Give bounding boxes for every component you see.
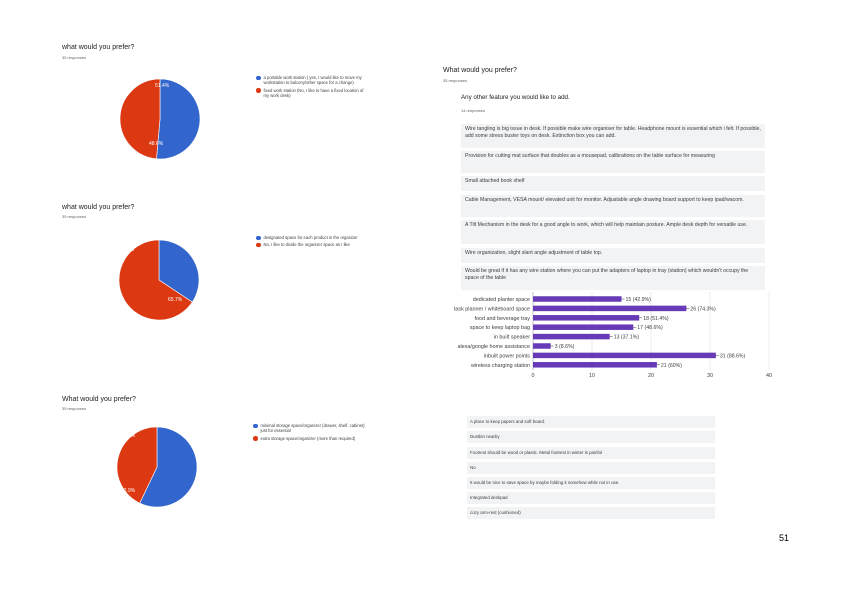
legend-label: designated space for each product in the…: [263, 235, 358, 240]
answer-card: Wire tangling is big issue in desk. If p…: [461, 124, 765, 148]
pie1-responses: 35 responses: [62, 55, 87, 60]
legend-label: No, I like to divide the organizer space…: [263, 242, 350, 248]
bar: [533, 296, 622, 302]
pie-slice-label: 42.9%: [121, 488, 136, 494]
x-tick-label: 20: [648, 373, 654, 379]
pie2-responses: 35 responses: [62, 214, 87, 219]
legend-label: extra storage space/organizer (more than…: [260, 435, 356, 441]
x-tick-label: 0: [532, 373, 535, 379]
legend-dot: [256, 75, 261, 80]
pie-slice: [139, 426, 198, 508]
bar-category-label: inbuilt power points: [484, 353, 530, 359]
answer-card: Integrated deskpad: [467, 492, 715, 504]
legend-label: a portable work station ( yes, I would l…: [263, 75, 362, 86]
legend-dot: [256, 242, 261, 248]
feature-question-responses: 14 responses: [461, 108, 486, 113]
answer-card: No: [467, 462, 715, 474]
bar: [533, 352, 716, 359]
bar-chart: dedicated planter space 15 (42.9%) task pl…: [454, 292, 772, 379]
answer-card: Footrest should be wood or plastic. Meta…: [467, 447, 715, 459]
legend-item[interactable]: extra storage space/organizer (more than…: [253, 436, 365, 441]
pie-slice-label: 65.7%: [168, 297, 183, 303]
answer-card: Small attached book shelf: [461, 176, 765, 191]
bar-value-label: 3 (8.6%): [555, 344, 575, 350]
pie-slice: [119, 78, 161, 160]
bar: [533, 343, 551, 349]
legend-dot: [256, 235, 261, 240]
pie2-title: what would you prefer?: [62, 204, 135, 211]
bar: [533, 315, 640, 321]
bar-category-label: food and beverage tray: [475, 316, 531, 322]
pie2-legend: designated space for each product in the…: [256, 235, 366, 250]
bar: [533, 305, 687, 312]
bar-category-label: wireless charging station: [470, 363, 530, 369]
legend-item[interactable]: fixed work station (No, I like to have a…: [256, 88, 366, 99]
legend-dot: [256, 88, 261, 93]
legend-item[interactable]: minimal storage space/organizer (drawer,…: [253, 423, 365, 434]
bar-category-label: alexa/google home assistance: [457, 344, 530, 350]
legend-item[interactable]: a portable work station ( yes, I would l…: [256, 75, 366, 86]
page-number: 51: [779, 533, 790, 543]
answer-card: It would be nice to save space by maybe …: [467, 477, 715, 489]
right-question-responses: 35 responses: [443, 78, 468, 83]
bar-category-label: dedicated planter space: [473, 297, 530, 303]
answer-card: A place to keep papers and soft board.: [467, 416, 715, 428]
feature-question-title: Any other feature you would like to add.: [461, 94, 570, 101]
answer-card: Would be great if it has any wire statio…: [461, 266, 765, 290]
legend-label: fixed work station (No, I like to have a…: [263, 87, 364, 99]
pie-slice: [116, 426, 158, 504]
x-tick-label: 40: [766, 373, 772, 379]
pie-slice: [156, 78, 201, 160]
bar: [533, 362, 657, 368]
answer-card: Dustbin nearby: [467, 431, 715, 443]
legend-item[interactable]: No, I like to divide the organizer space…: [256, 242, 366, 248]
pie-slice-label: 51.4%: [155, 83, 170, 89]
pie-slice: [118, 239, 193, 321]
answer-card: Provision for cutting mat surface that d…: [461, 151, 765, 173]
pie1-title: what would you prefer?: [62, 44, 135, 51]
answer-card: Cable Management, VESA mount/ elevated u…: [461, 195, 765, 217]
bar-value-label: 31 (88.6%): [720, 353, 746, 359]
bar-value-label: 21 (60%): [661, 363, 682, 369]
pie1-legend: a portable work station ( yes, I would l…: [256, 75, 366, 101]
pie-chart-1: 48.6% 51.4%: [119, 78, 201, 160]
legend-dot: [253, 436, 258, 441]
pie3-legend: minimal storage space/organizer (drawer,…: [253, 423, 365, 443]
bar-value-label: 18 (51.4%): [643, 316, 669, 322]
bar-value-label: 15 (42.9%): [626, 297, 652, 303]
bar: [533, 324, 634, 330]
bar-value-label: 26 (74.3%): [690, 306, 716, 312]
pie-chart-2: 65.7% 34.3%: [118, 239, 200, 321]
right-question-title: What would you prefer?: [443, 67, 517, 74]
legend-item[interactable]: designated space for each product in the…: [256, 235, 366, 240]
legend-label: minimal storage space/organizer (drawer,…: [260, 423, 365, 434]
legend-dot: [253, 423, 258, 428]
pie3-responses: 35 responses: [62, 406, 87, 411]
answer-card: cozy arm-rest (cushioned): [467, 507, 715, 519]
pie-slice-label: 57.1%: [121, 433, 136, 439]
x-tick-label: 30: [707, 373, 713, 379]
bar-value-label: 13 (37.1%): [614, 335, 640, 341]
x-tick-label: 10: [589, 373, 595, 379]
bar-category-label: space to keep laptop bag: [470, 325, 530, 331]
bar: [533, 333, 610, 340]
bar-category-label: in built speaker: [494, 335, 530, 341]
bar-value-label: 17 (48.6%): [637, 325, 663, 331]
pie-chart-3: 42.9% 57.1%: [116, 426, 198, 508]
answer-card: Wire organization, slight slant angle ad…: [461, 248, 765, 263]
answer-card: A Tilt Mechanism in the desk for a good …: [461, 220, 765, 244]
bar-category-label: task planner / whiteboard space: [454, 306, 530, 312]
pie3-title: What would you prefer?: [62, 396, 136, 403]
pie-slice-label: 34.3%: [120, 247, 135, 253]
pie-slice-label: 48.6%: [149, 141, 164, 147]
